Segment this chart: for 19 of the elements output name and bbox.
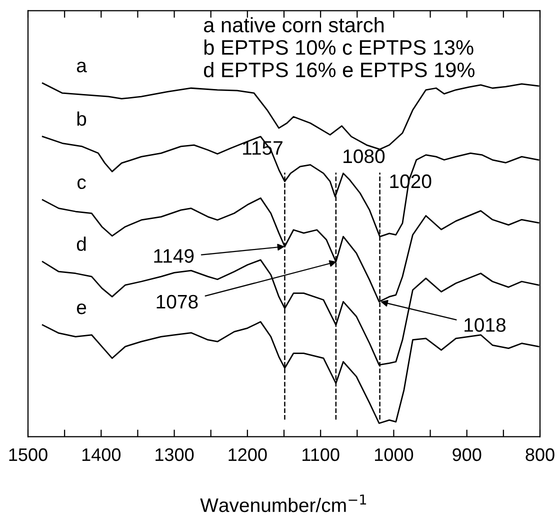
annotation: 1018	[464, 318, 506, 332]
x-tick-label: 800	[526, 448, 554, 462]
annotation: 1149	[154, 249, 194, 263]
text: a native corn starch b EPTPS 10% c EPTPS 13% d EPTPS 16% e EPTPS 19%	[204, 17, 474, 78]
x-tick-label: 900	[452, 448, 482, 462]
x-tick-label: 1200	[228, 448, 267, 462]
x-tick-label: 1300	[156, 448, 194, 462]
series-label: d	[76, 236, 86, 251]
x-tick-label: 1000	[375, 448, 414, 462]
series-label: c	[77, 178, 86, 190]
series-label: e	[76, 304, 86, 314]
x-tick-label: 1500	[9, 448, 48, 462]
x-tick-label: 1400	[82, 448, 121, 462]
annotation: 1080	[344, 149, 385, 164]
series-label: b	[77, 111, 86, 126]
x-axis-title: Wavenumber/cm$^{−1}$	[200, 494, 366, 512]
series-label: a	[76, 62, 87, 72]
x-tick-label: 1100	[302, 448, 340, 462]
annotation: 1078	[156, 294, 198, 309]
